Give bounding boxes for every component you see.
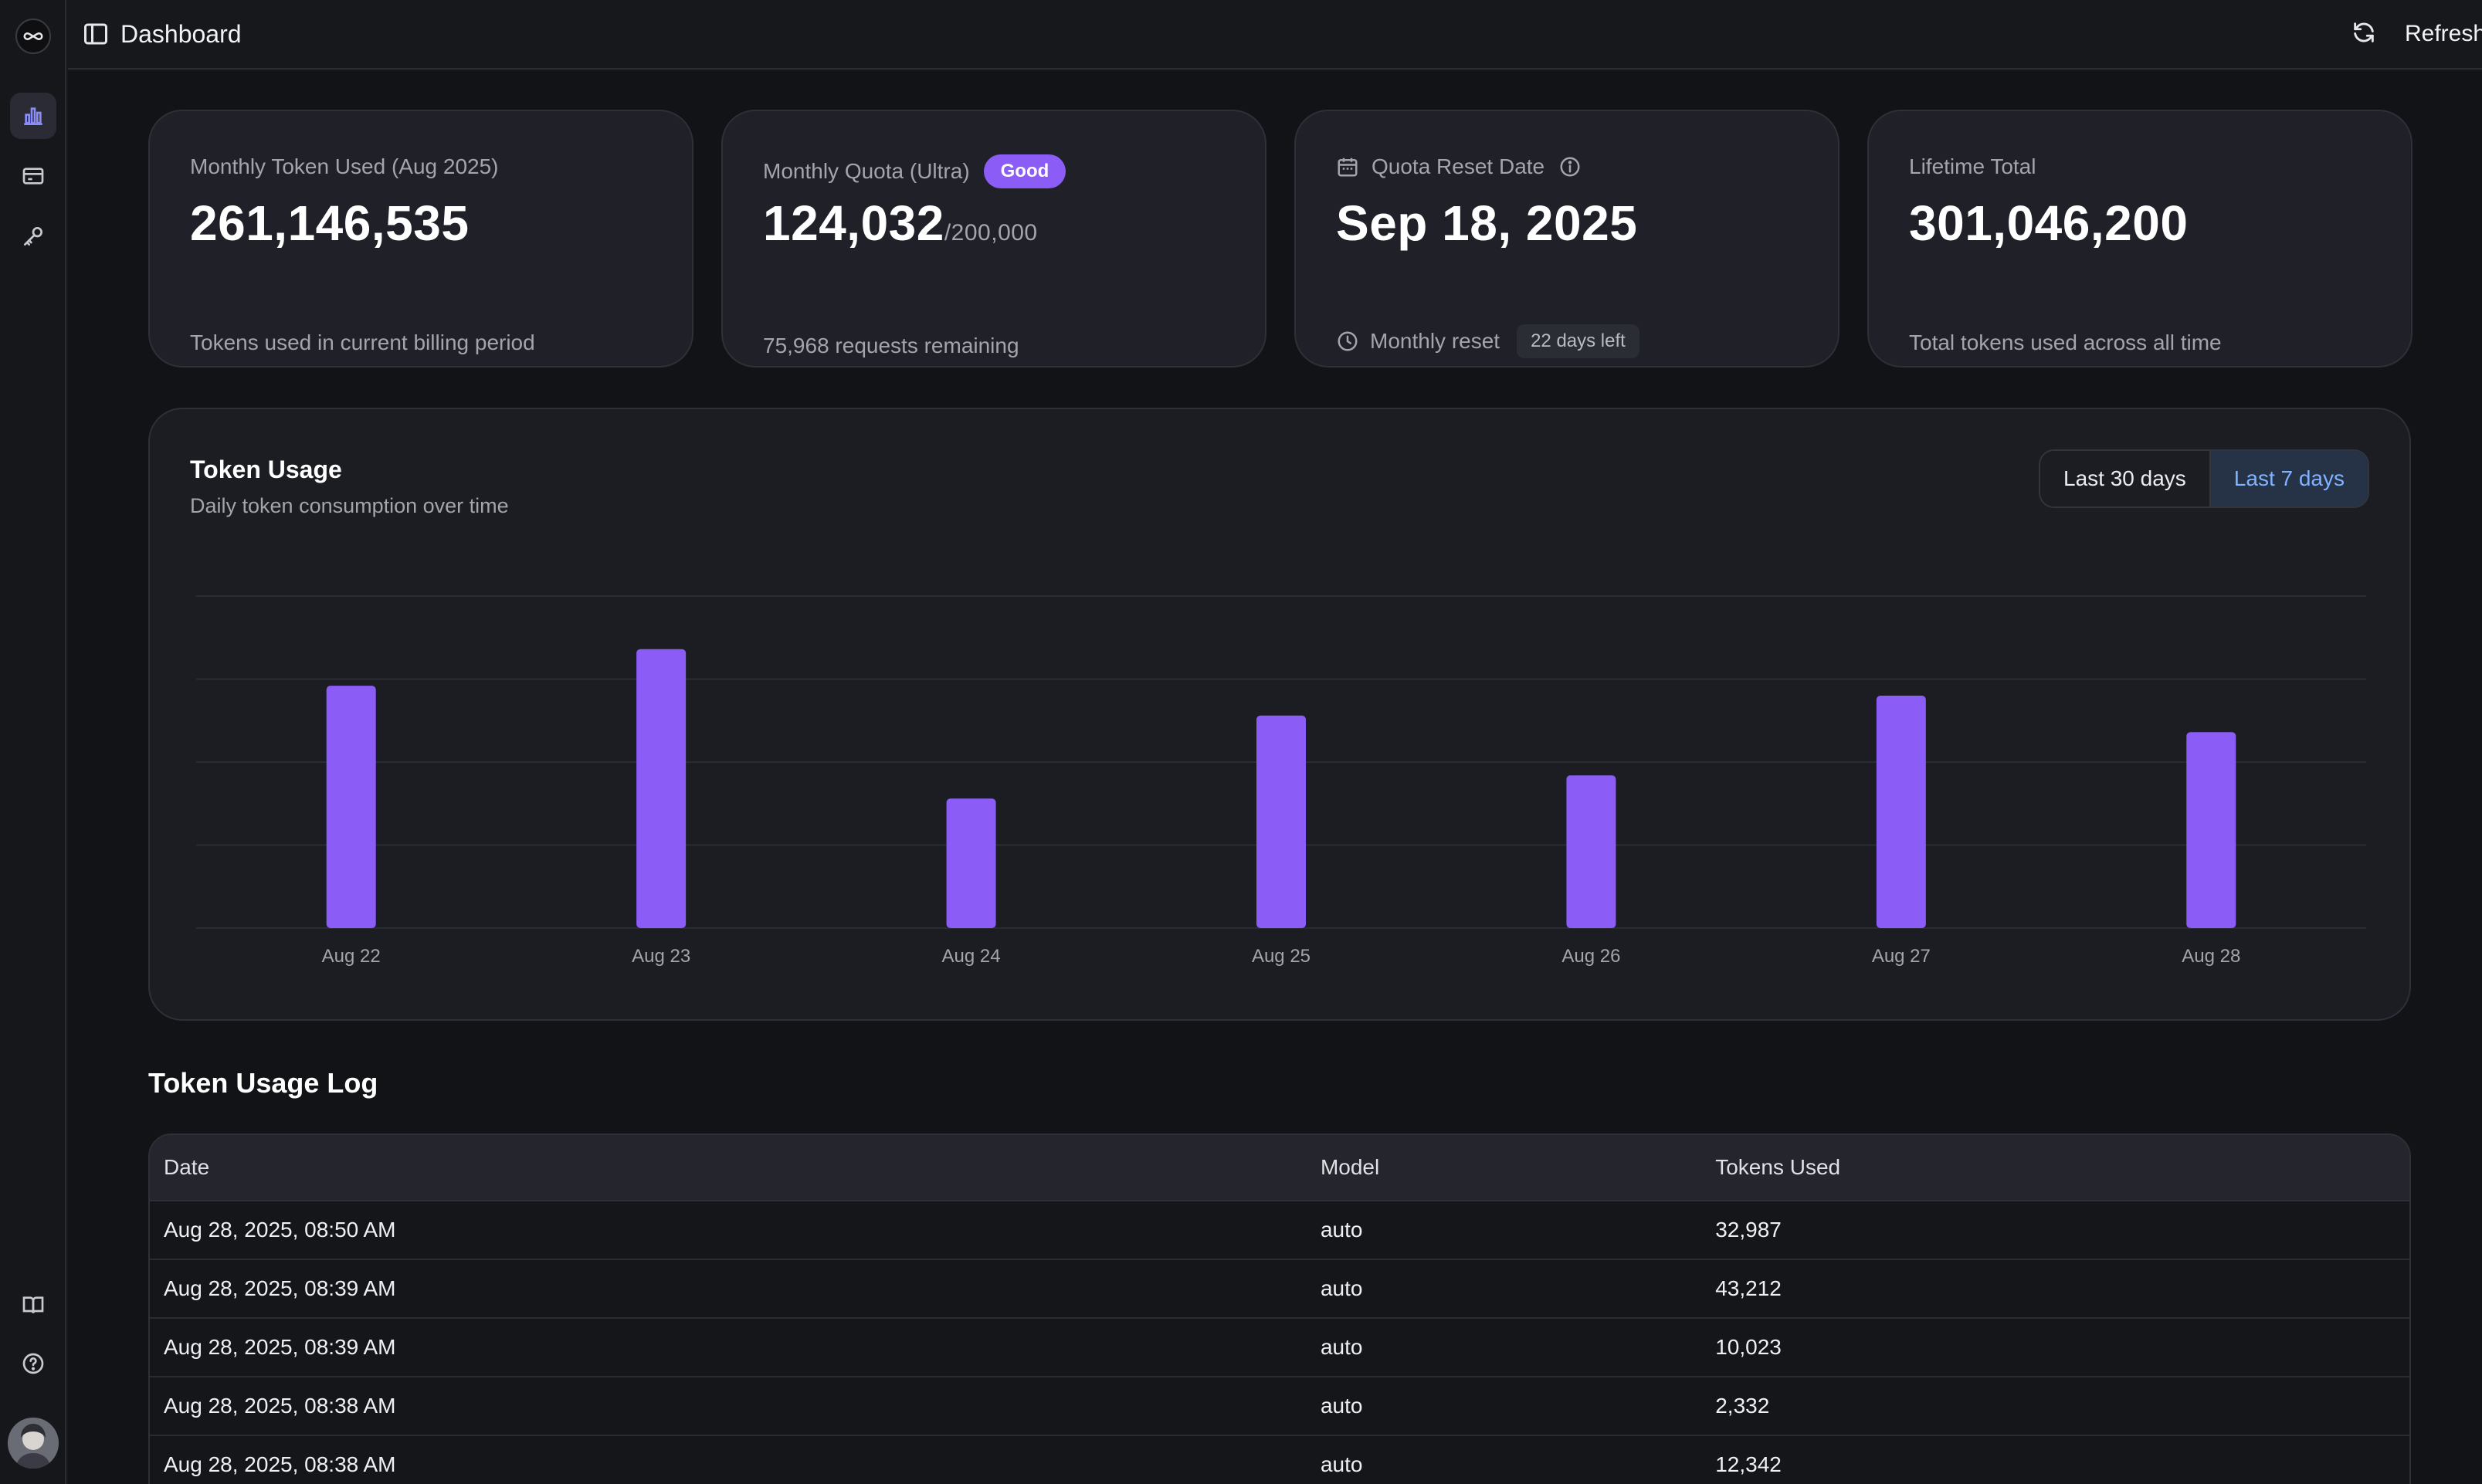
card-label-row: Monthly Quota (Ultra) Good (763, 154, 1066, 188)
x-tick-label: Aug 27 (1872, 946, 1931, 967)
range-option-30-days[interactable]: Last 30 days (2040, 451, 2209, 507)
row-date: Aug 28, 2025, 08:38 AM (164, 1394, 396, 1418)
card-value: 261,146,535 (190, 195, 470, 251)
lifetime-total-card: Lifetime Total 301,046,200 Total tokens … (1867, 110, 2412, 368)
clock-icon (1336, 330, 1359, 353)
card-label: Lifetime Total (1909, 154, 2036, 178)
row-tokens: 43,212 (1715, 1276, 1782, 1300)
x-tick-label: Aug 22 (322, 946, 381, 967)
column-header-tokens[interactable]: Tokens Used (1715, 1155, 1841, 1179)
column-header-date[interactable]: Date (164, 1155, 210, 1179)
page-title: Dashboard (120, 20, 242, 48)
row-tokens: 12,342 (1715, 1452, 1782, 1476)
usage-log-table: Date Model Tokens Used Aug 28, 2025, 08:… (148, 1133, 2411, 1484)
card-value-row: 124,032/200,000 (763, 195, 1038, 252)
sidebar-toggle-icon[interactable] (82, 20, 110, 52)
card-label-row: Quota Reset Date (1336, 154, 1582, 179)
refresh-label: Refresh (2405, 21, 2482, 46)
refresh-icon (2351, 19, 2377, 49)
card-label: Monthly Quota (Ultra) (763, 159, 970, 183)
row-tokens: 10,023 (1715, 1335, 1782, 1359)
chart-bar[interactable] (1566, 775, 1616, 928)
log-title: Token Usage Log (148, 1067, 378, 1099)
status-badge: Good (983, 154, 1066, 188)
x-tick-label: Aug 28 (2182, 946, 2240, 967)
refresh-button[interactable]: Refresh (2351, 12, 2482, 56)
main-content: Monthly Token Used (Aug 2025) 261,146,53… (68, 71, 2482, 1484)
table-row[interactable]: Aug 28, 2025, 08:39 AM auto 43,212 (150, 1260, 2409, 1319)
card-value: 301,046,200 (1909, 195, 2189, 251)
card-subtext-row: Monthly reset 22 days left (1336, 324, 1639, 358)
calendar-icon (1336, 155, 1359, 178)
row-model: auto (1320, 1452, 1363, 1476)
table-row[interactable]: Aug 28, 2025, 08:39 AM auto 10,023 (150, 1319, 2409, 1377)
card-label: Monthly Token Used (Aug 2025) (190, 154, 499, 178)
chart-bar[interactable] (1876, 696, 1926, 928)
x-tick-label: Aug 23 (632, 946, 690, 967)
table-row[interactable]: Aug 28, 2025, 08:38 AM auto 2,332 (150, 1377, 2409, 1436)
x-tick-label: Aug 26 (1561, 946, 1620, 967)
monthly-token-card: Monthly Token Used (Aug 2025) 261,146,53… (148, 110, 693, 368)
avatar[interactable] (8, 1418, 59, 1469)
card-denominator: /200,000 (944, 220, 1038, 246)
chart-bar[interactable] (1256, 715, 1306, 928)
chart-title: Token Usage (190, 456, 342, 483)
card-subtext: Total tokens used across all time (1909, 330, 2222, 354)
range-toggle: Last 30 days Last 7 days (2039, 449, 2369, 508)
chart-bar[interactable] (2186, 732, 2236, 928)
row-date: Aug 28, 2025, 08:39 AM (164, 1335, 396, 1359)
credit-card-icon[interactable] (10, 153, 56, 199)
card-value: Sep 18, 2025 (1336, 195, 1638, 251)
chart-subtitle: Daily token consumption over time (190, 494, 509, 517)
row-model: auto (1320, 1394, 1363, 1418)
chart-bar[interactable] (636, 649, 687, 928)
x-tick-label: Aug 25 (1252, 946, 1311, 967)
row-tokens: 2,332 (1715, 1394, 1770, 1418)
table-row[interactable]: Aug 28, 2025, 08:50 AM auto 32,987 (150, 1201, 2409, 1260)
table-header: Date Model Tokens Used (150, 1135, 2409, 1201)
key-icon[interactable] (10, 213, 56, 259)
bar-chart: Aug 22 Aug 23 Aug 24 Aug 25 Aug 26 Aug 27 Aug … (196, 595, 2366, 967)
column-header-model[interactable]: Model (1320, 1155, 1380, 1179)
row-tokens: 32,987 (1715, 1218, 1782, 1242)
card-label: Quota Reset Date (1372, 154, 1545, 178)
info-icon[interactable] (1558, 155, 1582, 178)
token-usage-chart-card: Token Usage Daily token consumption over… (148, 408, 2411, 1021)
top-bar: Dashboard Refresh (68, 0, 2482, 69)
row-model: auto (1320, 1335, 1363, 1359)
row-date: Aug 28, 2025, 08:50 AM (164, 1218, 396, 1242)
quota-reset-card: Quota Reset Date Sep 18, 2025 Monthly re… (1294, 110, 1839, 368)
days-left-pill: 22 days left (1517, 324, 1639, 358)
x-tick-label: Aug 24 (942, 946, 1001, 967)
help-circle-icon[interactable] (10, 1340, 56, 1387)
card-value: 124,032 (763, 195, 944, 251)
row-date: Aug 28, 2025, 08:39 AM (164, 1276, 396, 1300)
book-icon[interactable] (10, 1282, 56, 1328)
card-subtext: Monthly reset (1370, 329, 1500, 353)
app-logo-icon[interactable] (15, 19, 51, 54)
chart-bar[interactable] (946, 798, 996, 928)
row-model: auto (1320, 1276, 1363, 1300)
card-subtext: Tokens used in current billing period (190, 330, 535, 354)
row-date: Aug 28, 2025, 08:38 AM (164, 1452, 396, 1476)
bar-chart-icon[interactable] (10, 93, 56, 139)
monthly-quota-card: Monthly Quota (Ultra) Good 124,032/200,0… (721, 110, 1266, 368)
row-model: auto (1320, 1218, 1363, 1242)
chart-bar[interactable] (326, 686, 376, 928)
left-rail (0, 0, 66, 1484)
table-row[interactable]: Aug 28, 2025, 08:38 AM auto 12,342 (150, 1436, 2409, 1484)
range-option-7-days[interactable]: Last 7 days (2209, 451, 2368, 507)
card-subtext: 75,968 requests remaining (763, 334, 1019, 357)
